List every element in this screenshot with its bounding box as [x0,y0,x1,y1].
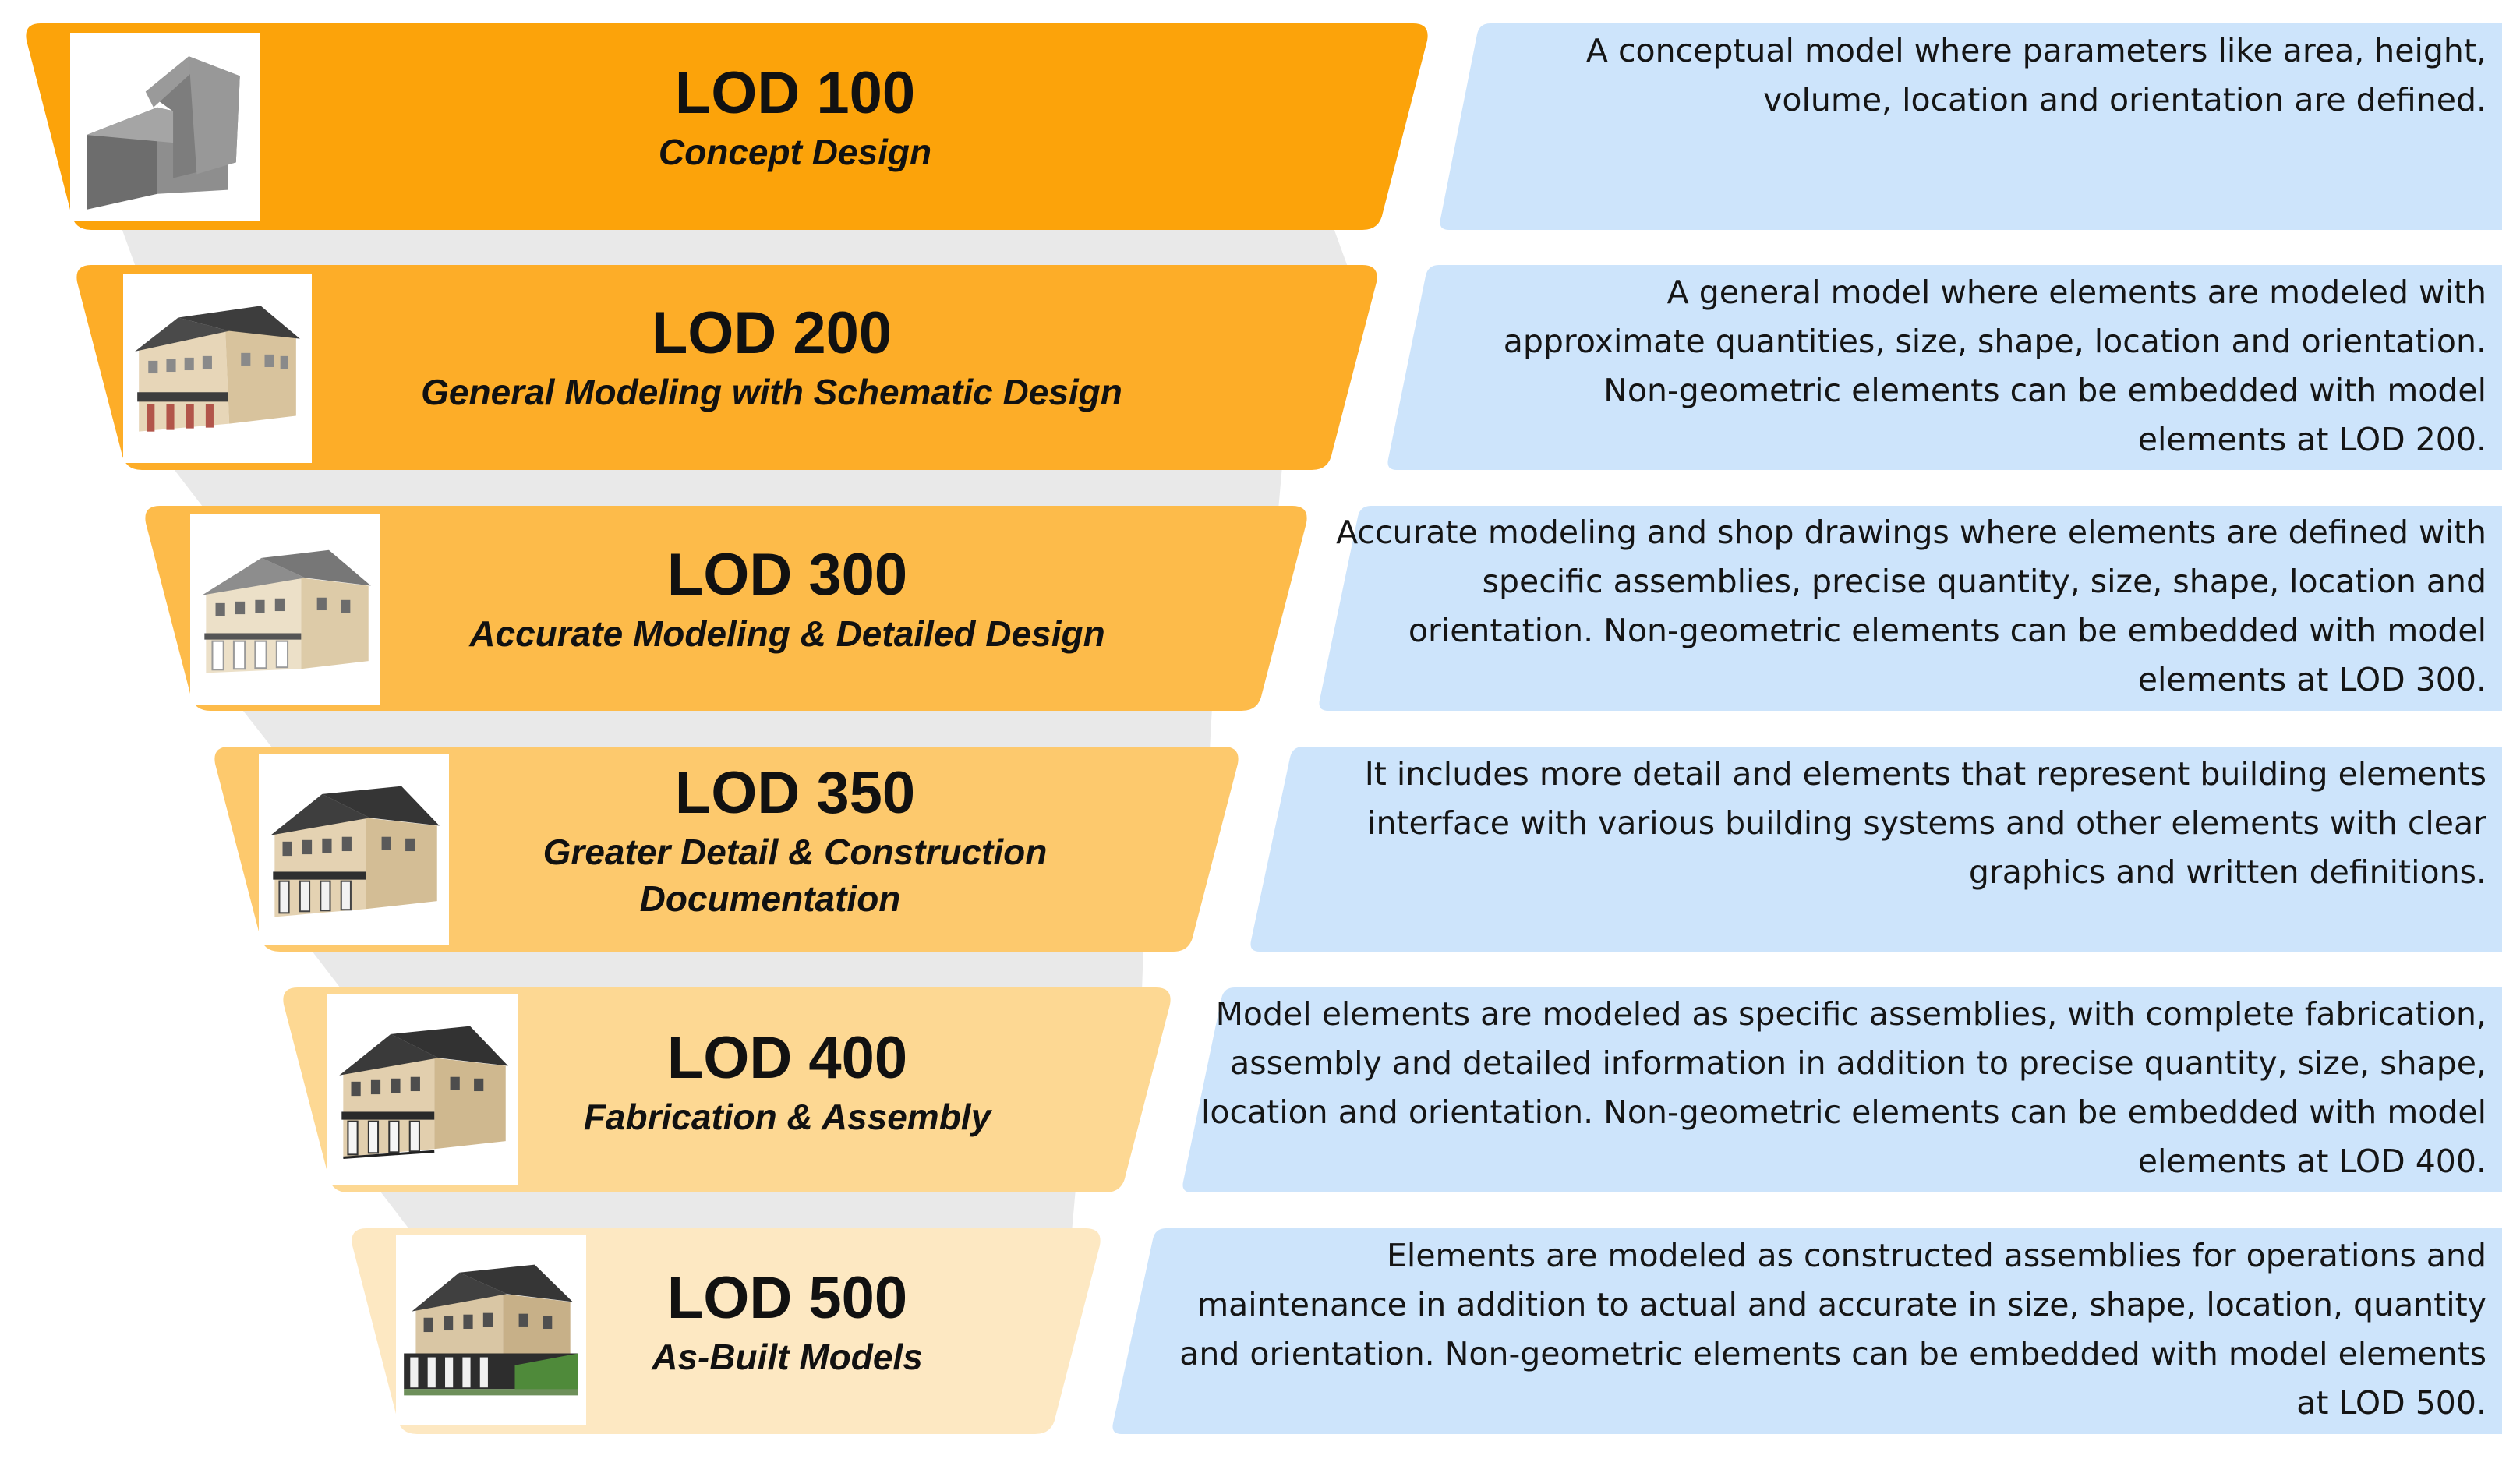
funnel-connector [378,1189,1076,1232]
schematic-building-icon [135,306,300,432]
detailed-building-icon [202,549,371,673]
lod350-subtitle-line1: Greater Detail & Construction [543,831,1048,872]
construction-building-icon [270,786,440,917]
lod350-band [214,747,1239,952]
lod500-title: LOD 500 [666,1265,908,1331]
lod500-thumbnail [396,1235,586,1425]
massing-block-icon [87,56,240,210]
lod100-description-panel [1440,23,2502,230]
lod100-label: LOD 100 Concept Design [546,62,1044,176]
lod350-title: LOD 350 [674,760,916,826]
lod350-thumbnail [259,754,449,945]
lod300-description: Accurate modeling and shop drawings wher… [1336,514,2486,698]
lod350-label: LOD 350 Greater Detail & Construction Do… [483,762,1107,922]
lod500-label: LOD 500 As-Built Models [561,1267,1013,1381]
funnel-connector [121,226,1348,269]
as-built-building-icon [404,1264,578,1396]
lod500-description-panel [1112,1228,2502,1434]
lod400-label: LOD 400 Fabrication & Assembly [499,1027,1076,1141]
lod200-description: A general model where elements are model… [1503,274,2486,458]
lod100-description: A conceptual model where parameters like… [1585,32,2486,118]
funnel-connector [240,707,1212,751]
lod200-description-panel [1387,265,2502,470]
funnel-connector [309,948,1143,991]
lod300-title: LOD 300 [666,542,908,608]
lod350-description-panel [1250,747,2502,952]
lod200-subtitle: General Modeling with Schematic Design [421,371,1122,412]
lod100-band [26,23,1428,230]
lod200-label: LOD 200 General Modeling with Schematic … [343,302,1200,416]
lod300-description-panel [1319,506,2502,711]
lod400-description-panel [1182,987,2502,1192]
lod300-subtitle: Accurate Modeling & Detailed Design [469,613,1105,654]
lod500-subtitle: As-Built Models [652,1336,923,1377]
lod200-band [76,265,1377,470]
lod400-subtitle: Fabrication & Assembly [583,1096,991,1137]
lod200-title: LOD 200 [651,300,892,366]
lod350-description: It includes more detail and elements tha… [1364,755,2486,891]
lod500-description: Elements are modeled as constructed asse… [1179,1237,2486,1422]
lod100-title: LOD 100 [674,60,916,126]
lod400-description: Model elements are modeled as specific a… [1200,995,2486,1180]
lod300-label: LOD 300 Accurate Modeling & Detailed Des… [405,544,1169,658]
fabrication-building-icon [339,1026,508,1159]
funnel-connector [171,466,1282,510]
lod300-band [145,506,1307,711]
lod200-thumbnail [123,274,312,463]
lod350-subtitle-line2: Documentation [639,878,901,919]
lod400-title: LOD 400 [666,1025,908,1091]
lod100-thumbnail [70,33,260,221]
lod300-thumbnail [190,514,380,705]
lod400-thumbnail [327,994,518,1185]
lod100-subtitle: Concept Design [658,131,932,172]
